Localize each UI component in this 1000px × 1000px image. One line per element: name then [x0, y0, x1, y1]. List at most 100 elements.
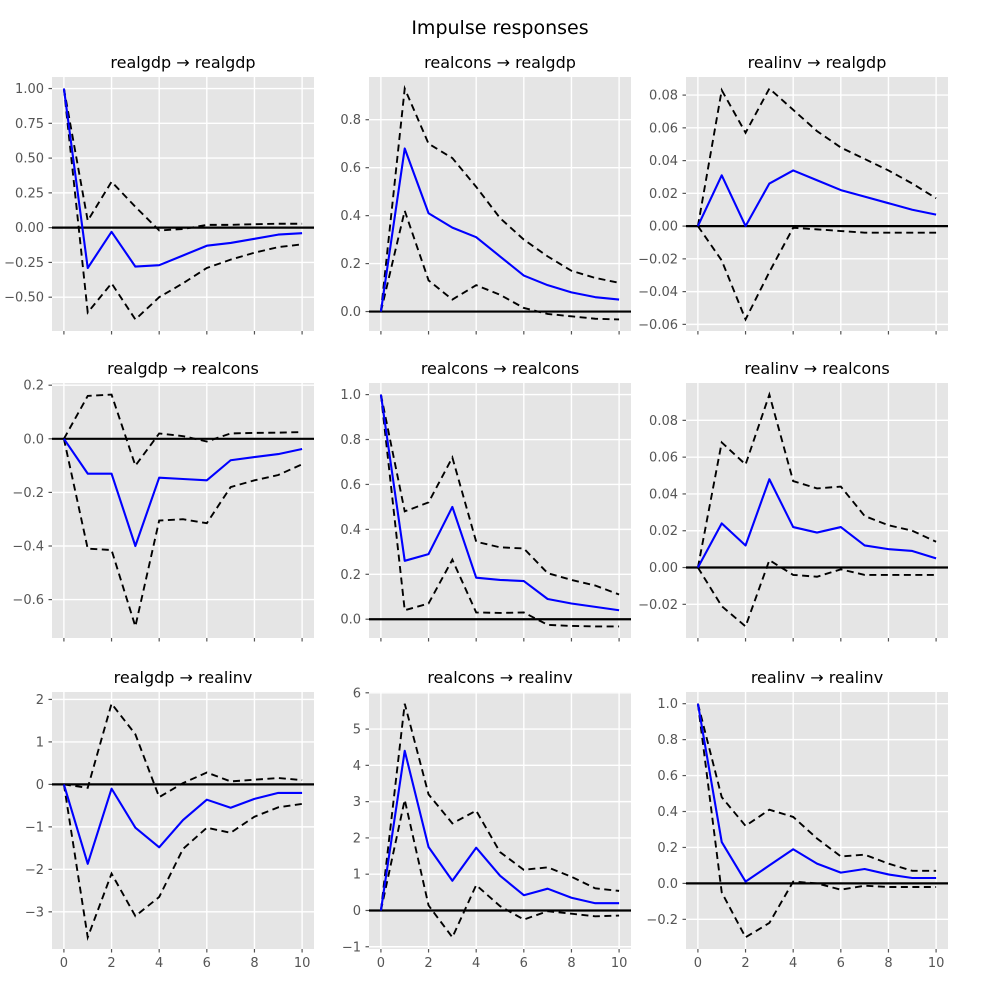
subplot-realinv-to-realcons: 0.08 0.06 0.04 0.02 0.00 −0.02 realinv → realc… [638, 359, 948, 642]
y-tick-label: −0.25 [4, 256, 44, 271]
y-tick-label: 0.00 [15, 221, 44, 236]
y-tick-label: 1.0 [340, 388, 361, 403]
plot-area [686, 383, 948, 638]
upper-band-line [696, 703, 937, 872]
y-tick-label: 0.25 [15, 186, 44, 201]
irf-line [63, 438, 303, 548]
subplot-title: realinv → realcons [744, 359, 889, 378]
subplot-realgdp-to-realcons: 0.2 0.0 −0.2 −0.4 −0.6 realgdp → realcons [12, 359, 314, 642]
y-tick-label: −0.04 [638, 285, 678, 300]
figure-title: Impulse responses [411, 17, 589, 39]
irf-line [379, 394, 620, 612]
irf-line [379, 749, 620, 911]
lower-band-line [697, 225, 937, 322]
y-tick-label: 0.8 [340, 433, 361, 448]
y-tick-label: 0.06 [649, 121, 678, 136]
lower-band-line [62, 88, 303, 321]
y-tick-label: 3 [353, 795, 361, 810]
y-tick-label: 1 [36, 735, 44, 750]
y-tick-label: −0.2 [646, 913, 678, 928]
upper-band-line [63, 701, 303, 799]
plot-area [52, 77, 314, 331]
y-tick-label: 0.0 [23, 432, 44, 447]
x-tick-label: 8 [567, 956, 575, 971]
y-tick-label: 0.4 [340, 209, 361, 224]
x-tick-label: 6 [203, 956, 211, 971]
y-tick-label: 2 [353, 831, 361, 846]
y-tick-label: 0.00 [649, 220, 678, 235]
y-tick-label: 0.4 [340, 523, 361, 538]
y-tick-label: −0.6 [12, 593, 44, 608]
subplot-title: realcons → realgdp [424, 53, 576, 72]
y-tick-label: 0 [353, 904, 361, 919]
y-tick-label: 1.00 [15, 82, 44, 97]
y-tick-label: −2 [25, 863, 44, 878]
lower-band-line [379, 799, 620, 940]
y-tick-label: −0.06 [638, 318, 678, 333]
y-tick-label: 0.00 [649, 561, 678, 576]
lower-band-line [62, 438, 303, 631]
x-tick-label: 10 [611, 956, 628, 971]
y-tick-label: 0.04 [649, 154, 678, 169]
y-tick-label: 0.08 [649, 89, 678, 104]
plot-area [369, 77, 631, 331]
y-tick-label: 0.2 [23, 379, 44, 394]
y-tick-label: 1.0 [657, 697, 678, 712]
x-tick-label: 0 [377, 956, 385, 971]
subplot-realcons-to-realgdp: 0.8 0.6 0.4 0.2 0.0 realcons → realgdp [340, 53, 631, 335]
y-tick-label: 0.2 [340, 257, 361, 272]
y-tick-label: 0.0 [340, 613, 361, 628]
y-tick-label: 0.2 [340, 568, 361, 583]
subplot-realcons-to-realcons: 1.0 0.8 0.6 0.4 0.2 0.0 realcons → realcons [340, 359, 631, 642]
y-tick-label: 5 [353, 723, 361, 738]
lower-band-line [696, 703, 937, 939]
x-tick-label: 2 [107, 956, 115, 971]
subplot-realgdp-to-realgdp: 1.00 0.75 0.50 0.25 0.00 −0.25 −0.50 realgdp → … [4, 53, 314, 335]
lower-band-line [379, 394, 620, 628]
irf-line [696, 169, 937, 228]
plot-area [52, 383, 314, 638]
y-tick-label: 0.0 [340, 305, 361, 320]
upper-band-line [379, 703, 620, 911]
x-tick-label: 10 [294, 956, 311, 971]
x-tick-label: 6 [520, 956, 528, 971]
y-tick-label: 0.06 [649, 451, 678, 466]
y-tick-label: 0.50 [15, 152, 44, 167]
y-tick-label: −0.02 [638, 252, 678, 267]
lower-band-line [697, 558, 937, 629]
y-tick-label: 0.6 [340, 161, 361, 176]
y-tick-label: 0.08 [649, 414, 678, 429]
irf-line [379, 147, 620, 312]
y-tick-label: −0.4 [12, 540, 44, 555]
subplot-title: realgdp → realcons [107, 359, 259, 378]
x-tick-label: 0 [694, 956, 702, 971]
y-tick-label: −1 [342, 940, 361, 955]
x-tick-label: 2 [424, 956, 432, 971]
x-tick-label: 2 [741, 956, 749, 971]
subplot-realinv-to-realgdp: 0.08 0.06 0.04 0.02 0.00 −0.02 −0.04 −0.06 reali… [638, 53, 948, 335]
y-tick-label: 0.0 [657, 877, 678, 892]
y-tick-label: 0.02 [649, 187, 678, 202]
y-tick-label: −0.50 [4, 291, 44, 306]
y-tick-label: 0.02 [649, 524, 678, 539]
y-tick-label: 0.04 [649, 487, 678, 502]
y-tick-label: 0.8 [340, 113, 361, 128]
x-tick-label: 4 [789, 956, 797, 971]
lower-band-line [379, 207, 620, 321]
subplot-title: realgdp → realgdp [110, 53, 255, 72]
plot-area [686, 692, 948, 949]
x-tick-label: 0 [60, 956, 68, 971]
y-tick-label: 4 [353, 759, 361, 774]
y-tick-label: −3 [25, 905, 44, 920]
y-tick-label: 0.75 [15, 117, 44, 132]
upper-band-line [696, 87, 937, 227]
y-tick-label: 0.4 [657, 805, 678, 820]
subplot-title: realgdp → realinv [114, 668, 253, 687]
x-tick-label: 10 [928, 956, 945, 971]
x-tick-label: 4 [155, 956, 163, 971]
x-tick-label: 8 [250, 956, 258, 971]
upper-band-line [63, 393, 303, 468]
